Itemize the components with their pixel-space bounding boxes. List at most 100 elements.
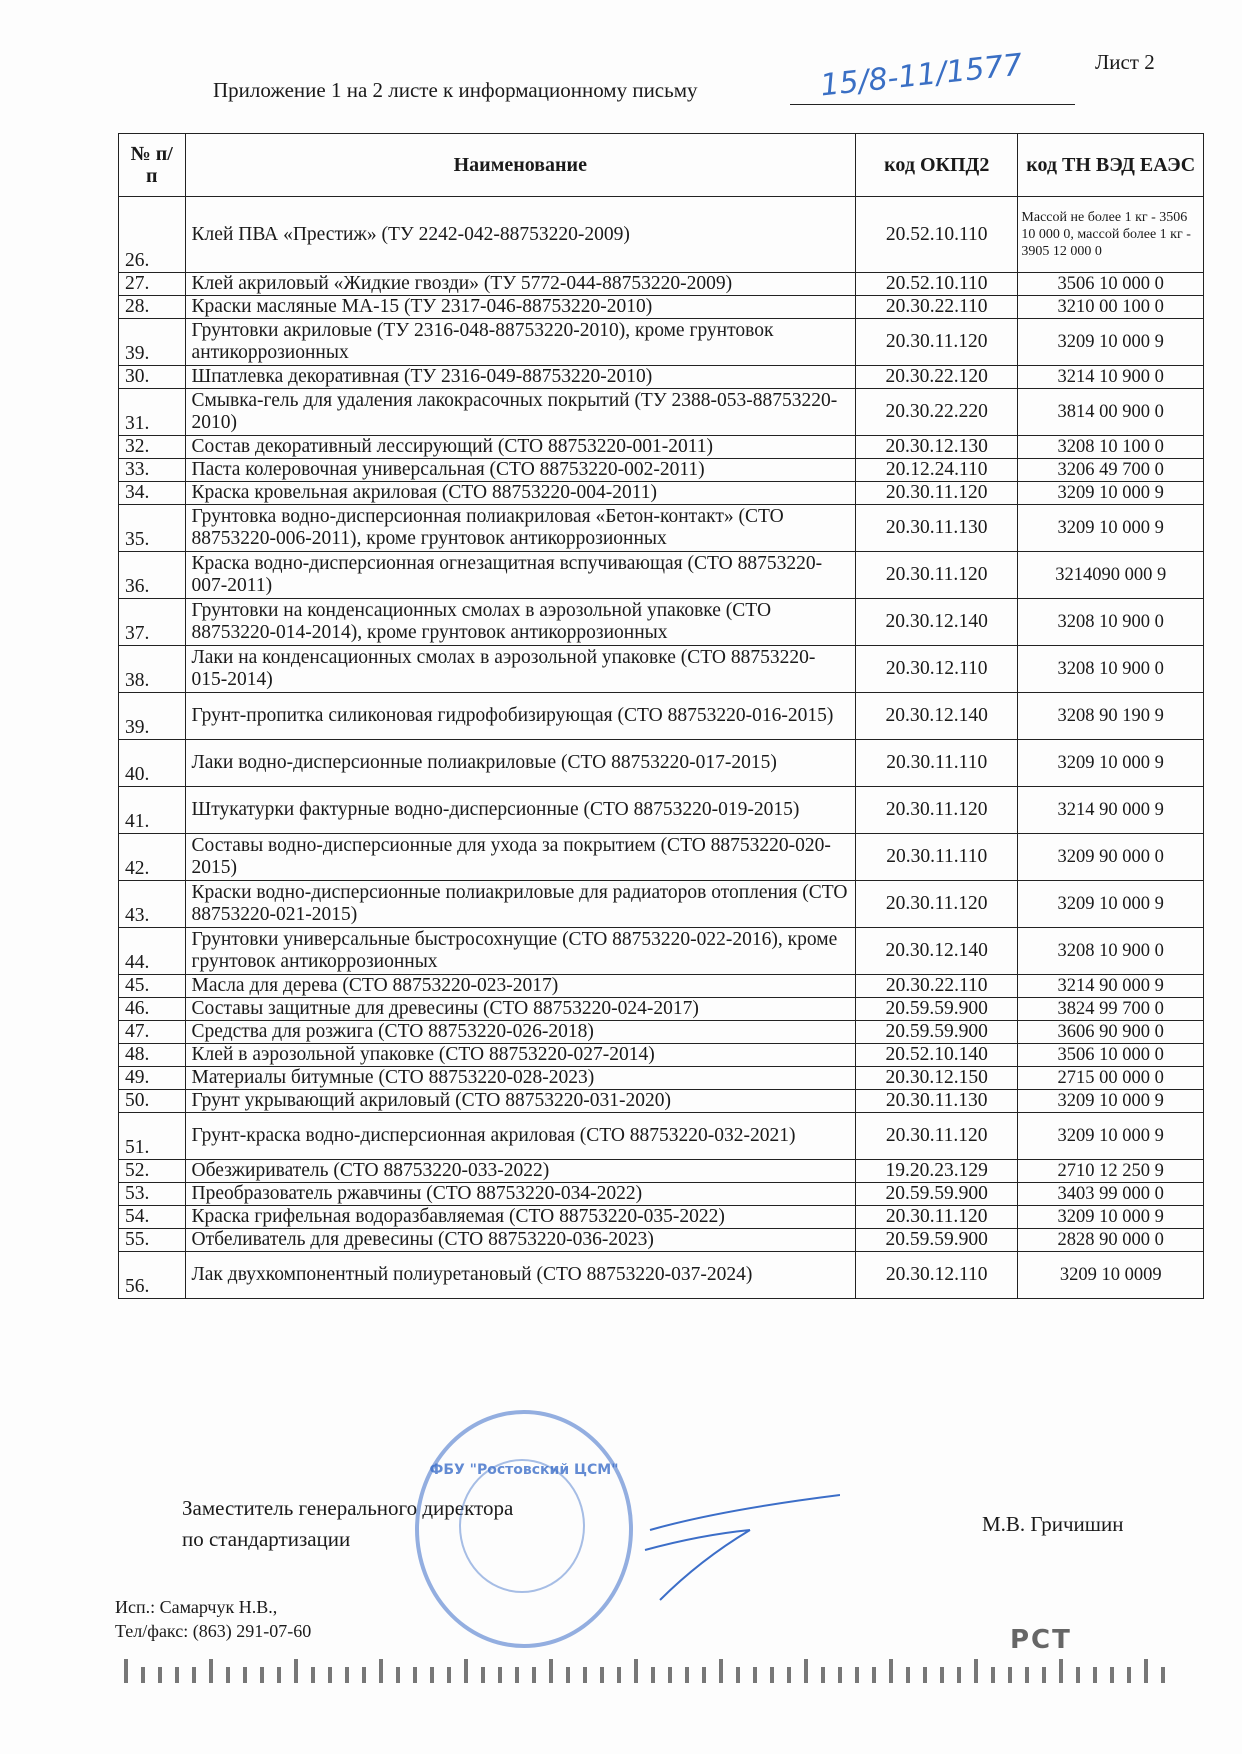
header-okpd: код ОКПД2 [855, 133, 1019, 197]
barcode-bar [413, 1667, 417, 1683]
table-row: 50. Грунт укрывающий акриловый (СТО 88753… [118, 1089, 1204, 1113]
okpd2-code: 20.12.24.110 [855, 458, 1019, 482]
tnved-code: 3210 00 100 0 [1017, 295, 1204, 319]
tnved-code: 3208 10 100 0 [1017, 435, 1204, 459]
tnved-code: 3814 00 900 0 [1017, 388, 1204, 436]
barcode-bar [1059, 1659, 1063, 1683]
tnved-code: 2715 00 000 0 [1017, 1066, 1204, 1090]
product-name: Клей в аэрозольной упаковке (СТО 8875322… [184, 1043, 857, 1067]
tnved-code: 3206 49 700 0 [1017, 458, 1204, 482]
tnved-code: 2710 12 250 9 [1017, 1159, 1204, 1183]
row-number: 47. [118, 1020, 186, 1044]
table-header: № п/п Наименование код ОКПД2 код ТН ВЭД … [118, 133, 1204, 197]
barcode-bar [1025, 1667, 1029, 1683]
tnved-code: 3209 10 000 9 [1017, 504, 1204, 552]
tnved-code: 3209 10 000 9 [1017, 739, 1204, 787]
barcode-bar [515, 1667, 519, 1683]
product-name: Грунтовки на конденсационных смолах в аэ… [184, 598, 857, 646]
tnved-code: 3209 10 000 9 [1017, 318, 1204, 366]
table-row: 39. Грунт-пропитка силиконовая гидрофобиз… [118, 692, 1204, 740]
appendix-title: Приложение 1 на 2 листе к информационном… [213, 78, 698, 102]
barcode-bar [345, 1667, 349, 1683]
barcode-bar [260, 1667, 264, 1683]
header-num: № п/п [118, 133, 186, 197]
barcode-bar [651, 1667, 655, 1683]
official-stamp: ФБУ "Ростовский ЦСМ" [415, 1410, 633, 1648]
barcode-bar [685, 1667, 689, 1683]
barcode-bar [804, 1659, 808, 1683]
row-number: 52. [118, 1159, 186, 1183]
header-name: Наименование [184, 133, 857, 197]
product-name: Составы защитные для древесины (СТО 8875… [184, 997, 857, 1021]
rst-logo: РСТ [1010, 1625, 1072, 1655]
product-name: Грунт-пропитка силиконовая гидрофобизиру… [184, 692, 857, 740]
barcode-bar [719, 1659, 723, 1683]
okpd2-code: 20.30.11.120 [855, 786, 1019, 834]
tnved-code: 3403 99 000 0 [1017, 1182, 1204, 1206]
okpd2-code: 20.59.59.900 [855, 997, 1019, 1021]
row-number: 48. [118, 1043, 186, 1067]
table-row: 35. Грунтовка водно-дисперсионная полиакр… [118, 504, 1204, 552]
barcode-bar [974, 1659, 978, 1683]
tnved-code: 3209 10 000 9 [1017, 1112, 1204, 1160]
okpd2-code: 19.20.23.129 [855, 1159, 1019, 1183]
barcode-bar [192, 1667, 196, 1683]
table-row: 43. Краски водно-дисперсионные полиакрило… [118, 880, 1204, 928]
tnved-code: 3208 10 900 0 [1017, 927, 1204, 975]
signatory-position-line2: по стандартизации [182, 1527, 351, 1551]
row-number: 26. [118, 196, 186, 273]
barcode-bar [464, 1659, 468, 1683]
okpd2-code: 20.52.10.110 [855, 196, 1019, 273]
product-name: Лаки водно-дисперсионные полиакриловые (… [184, 739, 857, 787]
tnved-code: 3209 10 000 9 [1017, 1205, 1204, 1229]
barcode-bar [770, 1667, 774, 1683]
product-name: Обезжириватель (СТО 88753220-033-2022) [184, 1159, 857, 1183]
barcode-bar [328, 1667, 332, 1683]
barcode-bar [532, 1667, 536, 1683]
product-name: Лак двухкомпонентный полиуретановый (СТО… [184, 1251, 857, 1299]
barcode-bar [311, 1667, 315, 1683]
barcode-strip [124, 1659, 1165, 1683]
barcode-bar [277, 1667, 281, 1683]
barcode-bar [753, 1667, 757, 1683]
stamp-text: ФБУ "Ростовский ЦСМ" [429, 1462, 619, 1478]
product-name: Клей ПВА «Престиж» (ТУ 2242-042-88753220… [184, 196, 857, 273]
table-row: 36. Краска водно-дисперсионная огнезащитн… [118, 551, 1204, 599]
row-number: 39. [118, 692, 186, 740]
tnved-code: 3208 10 900 0 [1017, 645, 1204, 693]
row-number: 44. [118, 927, 186, 975]
barcode-bar [124, 1659, 128, 1683]
product-name: Краска кровельная акриловая (СТО 8875322… [184, 481, 857, 505]
row-number: 32. [118, 435, 186, 459]
barcode-bar [617, 1667, 621, 1683]
barcode-bar [1042, 1667, 1046, 1683]
table-row: 55. Отбеливатель для древесины (СТО 88753… [118, 1228, 1204, 1252]
product-name: Смывка-гель для удаления лакокрасочных п… [184, 388, 857, 436]
table-row: 32. Состав декоративный лессирующий (СТО … [118, 435, 1204, 459]
tnved-code: 3606 90 900 0 [1017, 1020, 1204, 1044]
okpd2-code: 20.30.12.110 [855, 645, 1019, 693]
row-number: 46. [118, 997, 186, 1021]
okpd2-code: 20.30.12.140 [855, 692, 1019, 740]
row-number: 30. [118, 365, 186, 389]
table-row: 39. Грунтовки акриловые (ТУ 2316-048-8875… [118, 318, 1204, 366]
tnved-code: 2828 90 000 0 [1017, 1228, 1204, 1252]
table-row: 52. Обезжириватель (СТО 88753220-033-2022… [118, 1159, 1204, 1183]
row-number: 55. [118, 1228, 186, 1252]
barcode-bar [1008, 1667, 1012, 1683]
barcode-bar [1110, 1667, 1114, 1683]
product-name: Лаки на конденсационных смолах в аэрозол… [184, 645, 857, 693]
barcode-bar [1144, 1659, 1148, 1683]
row-number: 45. [118, 974, 186, 998]
product-name: Краска грифельная водоразбавляемая (СТО … [184, 1205, 857, 1229]
barcode-bar [1093, 1667, 1097, 1683]
row-number: 56. [118, 1251, 186, 1299]
row-number: 33. [118, 458, 186, 482]
tnved-code: Массой не более 1 кг - 3506 10 000 0, ма… [1017, 196, 1204, 273]
tnved-code: 3214 10 900 0 [1017, 365, 1204, 389]
signatory-name: М.В. Гричишин [982, 1512, 1124, 1536]
okpd2-code: 20.30.11.120 [855, 1112, 1019, 1160]
tnved-code: 3209 10 000 9 [1017, 880, 1204, 928]
okpd2-code: 20.30.22.110 [855, 974, 1019, 998]
okpd2-code: 20.30.22.220 [855, 388, 1019, 436]
